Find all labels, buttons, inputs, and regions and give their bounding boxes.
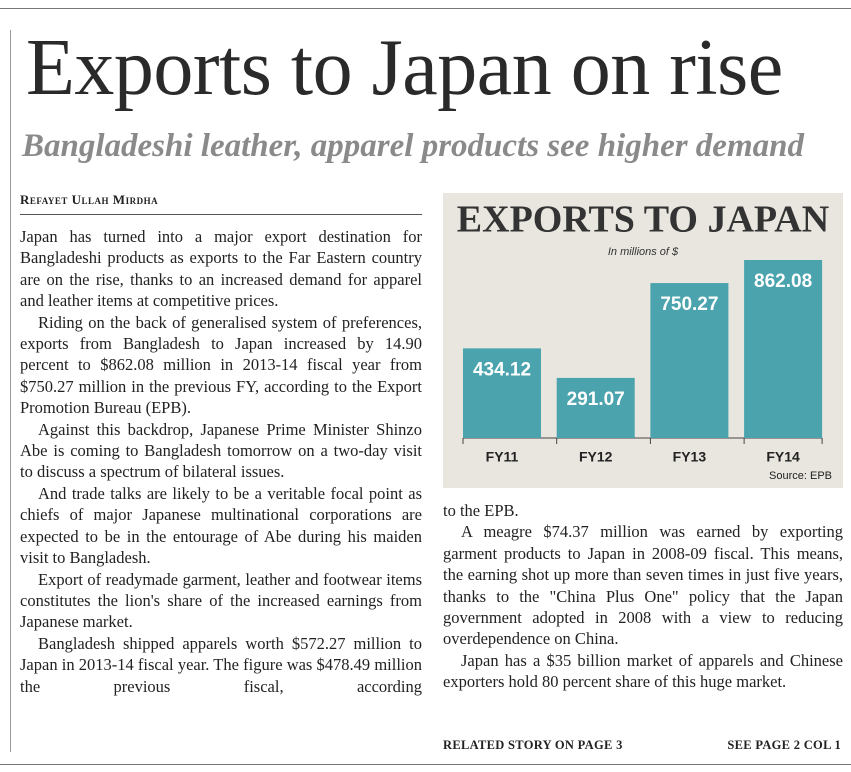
paragraph: Japan has turned into a major export des… (20, 227, 422, 311)
paragraph: to the EPB. (443, 501, 519, 520)
bar (744, 260, 823, 438)
chart-box: EXPORTS TO JAPAN In millions of $ Source… (443, 193, 843, 488)
footer-left: RELATED STORY ON PAGE 3 (443, 738, 623, 752)
paragraph: Riding on the back of generalised system… (20, 312, 422, 418)
value-label: 750.27 (660, 294, 718, 315)
paragraph: Export of readymade garment, leather and… (20, 569, 422, 632)
headline: Exports to Japan on rise (26, 24, 783, 112)
bar (463, 348, 541, 438)
value-label: 862.08 (754, 271, 812, 292)
value-label: 291.07 (567, 389, 625, 410)
column-rule (10, 30, 11, 752)
byline-rule (20, 214, 422, 215)
bar (650, 283, 729, 438)
bar (556, 377, 635, 438)
column: Japan has turned into a major export des… (20, 226, 422, 697)
chart-subtitle: In millions of $ (608, 246, 679, 258)
chart-title: EXPORTS TO JAPAN (457, 199, 829, 241)
column: to the EPB. A meagre $74.37 million was e… (443, 500, 843, 693)
bottom-rule (0, 764, 851, 765)
paragraph: And trade talks are likely to be a verit… (20, 483, 422, 568)
paragraph: Against this backdrop, Japanese Prime Mi… (20, 419, 422, 482)
paragraph: Bangladesh shipped apparels worth $572.2… (20, 633, 422, 696)
top-rule (0, 8, 851, 9)
value-label: 434.12 (473, 359, 531, 380)
paragraph: Japan has a $35 billion market of appare… (443, 650, 843, 692)
paragraph: A meagre $74.37 million was earned by ex… (443, 522, 843, 649)
byline: Refayet Ullah Mirdha (20, 192, 159, 207)
x-tick-label: FY12 (579, 449, 613, 465)
x-tick-label: FY13 (673, 449, 707, 465)
x-tick-label: FY14 (766, 449, 800, 465)
footer-right: SEE PAGE 2 COL 1 (727, 738, 841, 752)
chart-source: Source: EPB (769, 470, 832, 482)
subheadline: Bangladeshi leather, apparel products se… (22, 128, 804, 164)
x-tick-label: FY11 (486, 449, 519, 465)
chart: EXPORTS TO JAPAN In millions of $ Source… (457, 199, 832, 482)
